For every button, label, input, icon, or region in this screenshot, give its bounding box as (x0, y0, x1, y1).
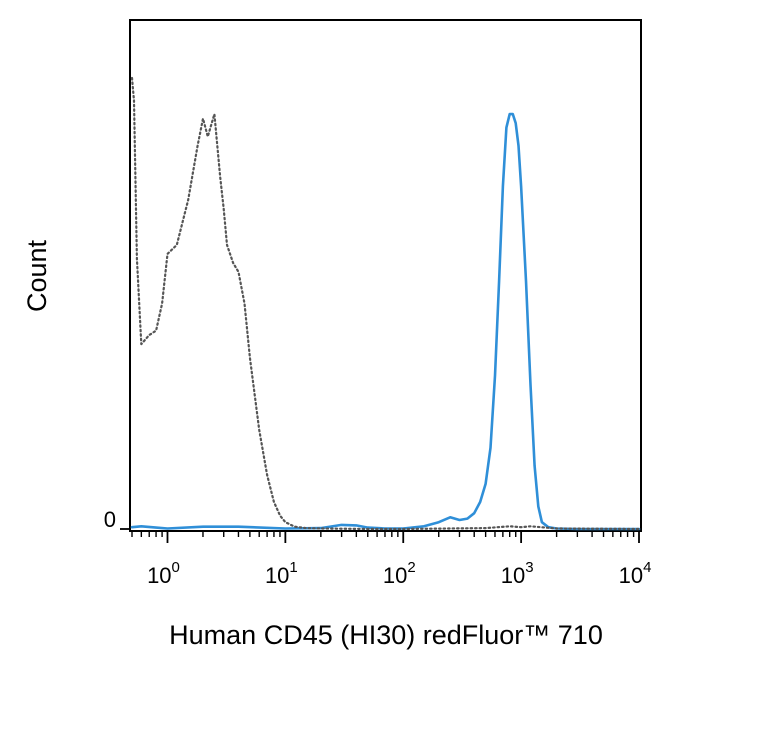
y-axis-title: Count (22, 239, 52, 312)
x-tick-label-exponent: 1 (289, 559, 297, 576)
x-tick-label-base: 10 (265, 563, 289, 588)
plot-frame (129, 19, 642, 532)
x-tick-label: 102 (383, 559, 416, 588)
x-tick-label: 101 (265, 559, 298, 588)
x-tick-label-base: 10 (147, 563, 171, 588)
x-tick-label-base: 10 (383, 563, 407, 588)
x-tick-label-exponent: 4 (643, 559, 651, 576)
x-tick-label-base: 10 (619, 563, 643, 588)
x-tick-label-exponent: 2 (407, 559, 415, 576)
x-tick-label: 103 (501, 559, 534, 588)
x-tick-label: 100 (147, 559, 180, 588)
series-line-1 (130, 112, 641, 531)
y-tick-label: 0 (104, 507, 116, 532)
y-axis-ticks: 0 (104, 507, 130, 532)
x-axis-title: Human CD45 (HI30) redFluor™ 710 (169, 620, 603, 650)
x-tick-label-base: 10 (501, 563, 525, 588)
x-tick-label-exponent: 0 (172, 559, 180, 576)
series-line-2 (130, 76, 641, 531)
x-tick-label: 104 (619, 559, 652, 588)
x-tick-label-exponent: 3 (525, 559, 533, 576)
series-layer (130, 76, 641, 531)
x-axis-ticks: 100 101 102 103 104 (131, 531, 652, 588)
